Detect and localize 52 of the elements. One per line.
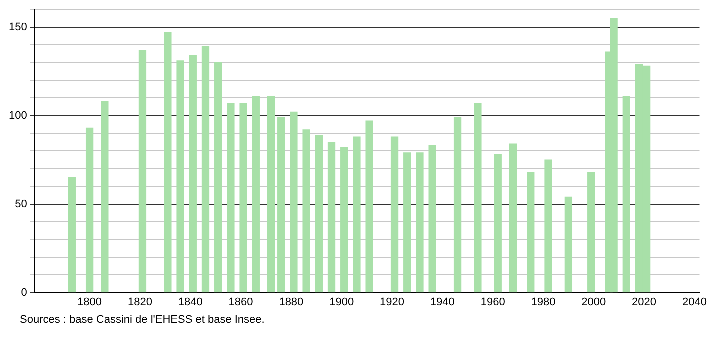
bar xyxy=(622,96,630,293)
y-tick-label: 50 xyxy=(15,198,28,210)
bar xyxy=(227,103,235,293)
bar xyxy=(290,112,298,293)
bar xyxy=(509,144,518,293)
bar xyxy=(494,154,502,293)
y-tick-label: 100 xyxy=(8,110,28,122)
y-tick-label: 0 xyxy=(21,286,28,299)
bar xyxy=(366,120,374,293)
x-tick-label: 1940 xyxy=(430,296,455,308)
bar xyxy=(588,172,596,293)
bar xyxy=(101,101,109,293)
bar xyxy=(214,62,222,293)
x-tick-label: 2020 xyxy=(632,296,657,308)
bar xyxy=(474,103,482,293)
bar xyxy=(428,146,436,293)
bar xyxy=(176,60,184,293)
x-tick-label: 1900 xyxy=(330,296,354,308)
bar xyxy=(164,32,172,293)
x-tick-label: 2000 xyxy=(582,296,606,308)
bar xyxy=(202,46,210,293)
x-tick-label: 2040 xyxy=(682,296,707,308)
bar xyxy=(267,96,276,293)
x-tick-label: 1920 xyxy=(380,296,404,308)
bar xyxy=(564,196,573,293)
x-tick-label: 1960 xyxy=(480,296,506,308)
bar xyxy=(390,136,399,293)
x-tick-label: 1980 xyxy=(531,296,556,308)
bar xyxy=(302,130,310,293)
x-tick-label: 1860 xyxy=(228,296,254,308)
x-tick-label: 1820 xyxy=(128,296,152,308)
bar xyxy=(527,172,535,293)
bar xyxy=(416,152,424,293)
bar xyxy=(340,147,348,293)
bar xyxy=(138,50,147,293)
bar xyxy=(544,160,552,293)
bar xyxy=(86,128,94,293)
bar xyxy=(315,134,323,293)
bar xyxy=(189,55,197,293)
bar xyxy=(454,117,462,293)
bar xyxy=(68,177,76,293)
bar xyxy=(252,96,260,293)
bar xyxy=(353,136,361,293)
x-tick-label: 1840 xyxy=(178,296,203,308)
bar xyxy=(404,152,412,293)
x-tick-label: 1880 xyxy=(279,296,304,308)
source-note: Sources : base Cassini de l'EHESS et base Insee. xyxy=(20,314,266,326)
y-tick-label: 150 xyxy=(8,21,28,34)
bar xyxy=(278,117,286,293)
bar xyxy=(328,142,336,293)
bar xyxy=(240,103,248,293)
x-tick-label: 1800 xyxy=(78,296,102,308)
